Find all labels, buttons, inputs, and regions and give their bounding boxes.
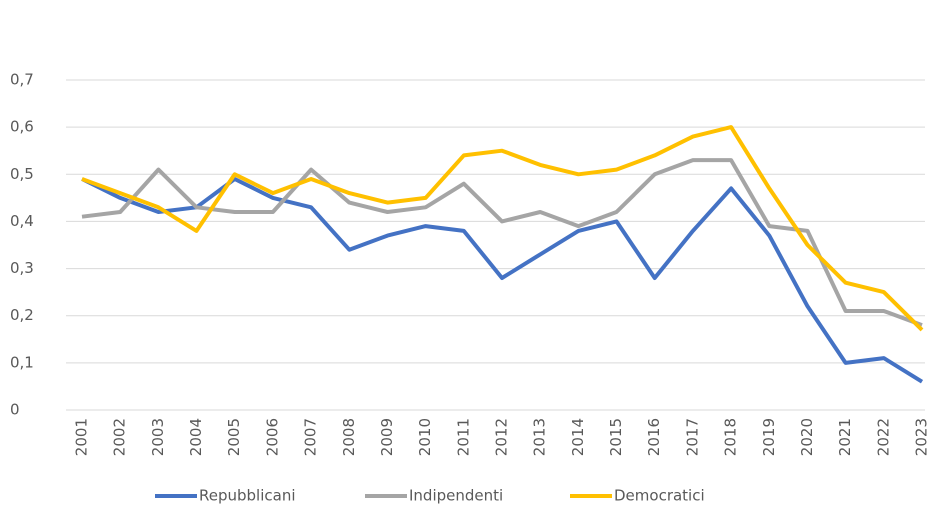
- x-tick-label: 2007: [302, 418, 320, 456]
- x-tick-label: 2023: [913, 418, 931, 456]
- x-tick-label: 2016: [645, 418, 663, 456]
- x-tick-label: 2003: [149, 418, 167, 456]
- y-tick-label: 0,6: [10, 118, 34, 136]
- legend-label: Indipendenti: [409, 487, 503, 505]
- x-tick-label: 2002: [111, 418, 129, 456]
- legend-label: Democratici: [614, 487, 705, 505]
- x-tick-label: 2011: [454, 418, 472, 456]
- legend-label: Repubblicani: [199, 487, 296, 505]
- x-tick-label: 2008: [340, 418, 358, 456]
- x-tick-label: 2010: [416, 418, 434, 456]
- y-tick-label: 0,1: [10, 353, 34, 371]
- x-tick-label: 2012: [493, 418, 511, 456]
- series-line: [81, 177, 924, 384]
- x-tick-label: 2017: [683, 418, 701, 456]
- y-tick-label: 0,7: [10, 71, 34, 89]
- x-tick-label: 2021: [836, 418, 854, 456]
- x-tick-label: 2014: [569, 418, 587, 456]
- x-tick-label: 2005: [225, 418, 243, 456]
- series-line: [81, 125, 924, 332]
- x-tick-label: 2019: [760, 418, 778, 456]
- x-tick-label: 2009: [378, 418, 396, 456]
- series-line: [81, 158, 923, 327]
- x-tick-label: 2004: [187, 418, 205, 456]
- x-tick-label: 2013: [531, 418, 549, 456]
- x-tick-label: 2001: [73, 418, 91, 456]
- x-tick-label: 2018: [722, 418, 740, 456]
- y-tick-label: 0,3: [10, 259, 34, 277]
- y-tick-label: 0,4: [10, 212, 34, 230]
- x-tick-label: 2022: [874, 418, 892, 456]
- x-tick-label: 2015: [607, 418, 625, 456]
- y-tick-label: 0,2: [10, 306, 34, 324]
- x-tick-label: 2020: [798, 418, 816, 456]
- x-tick-label: 2006: [263, 418, 281, 456]
- y-tick-label: 0,5: [10, 165, 34, 183]
- y-tick-label: 0: [10, 401, 20, 419]
